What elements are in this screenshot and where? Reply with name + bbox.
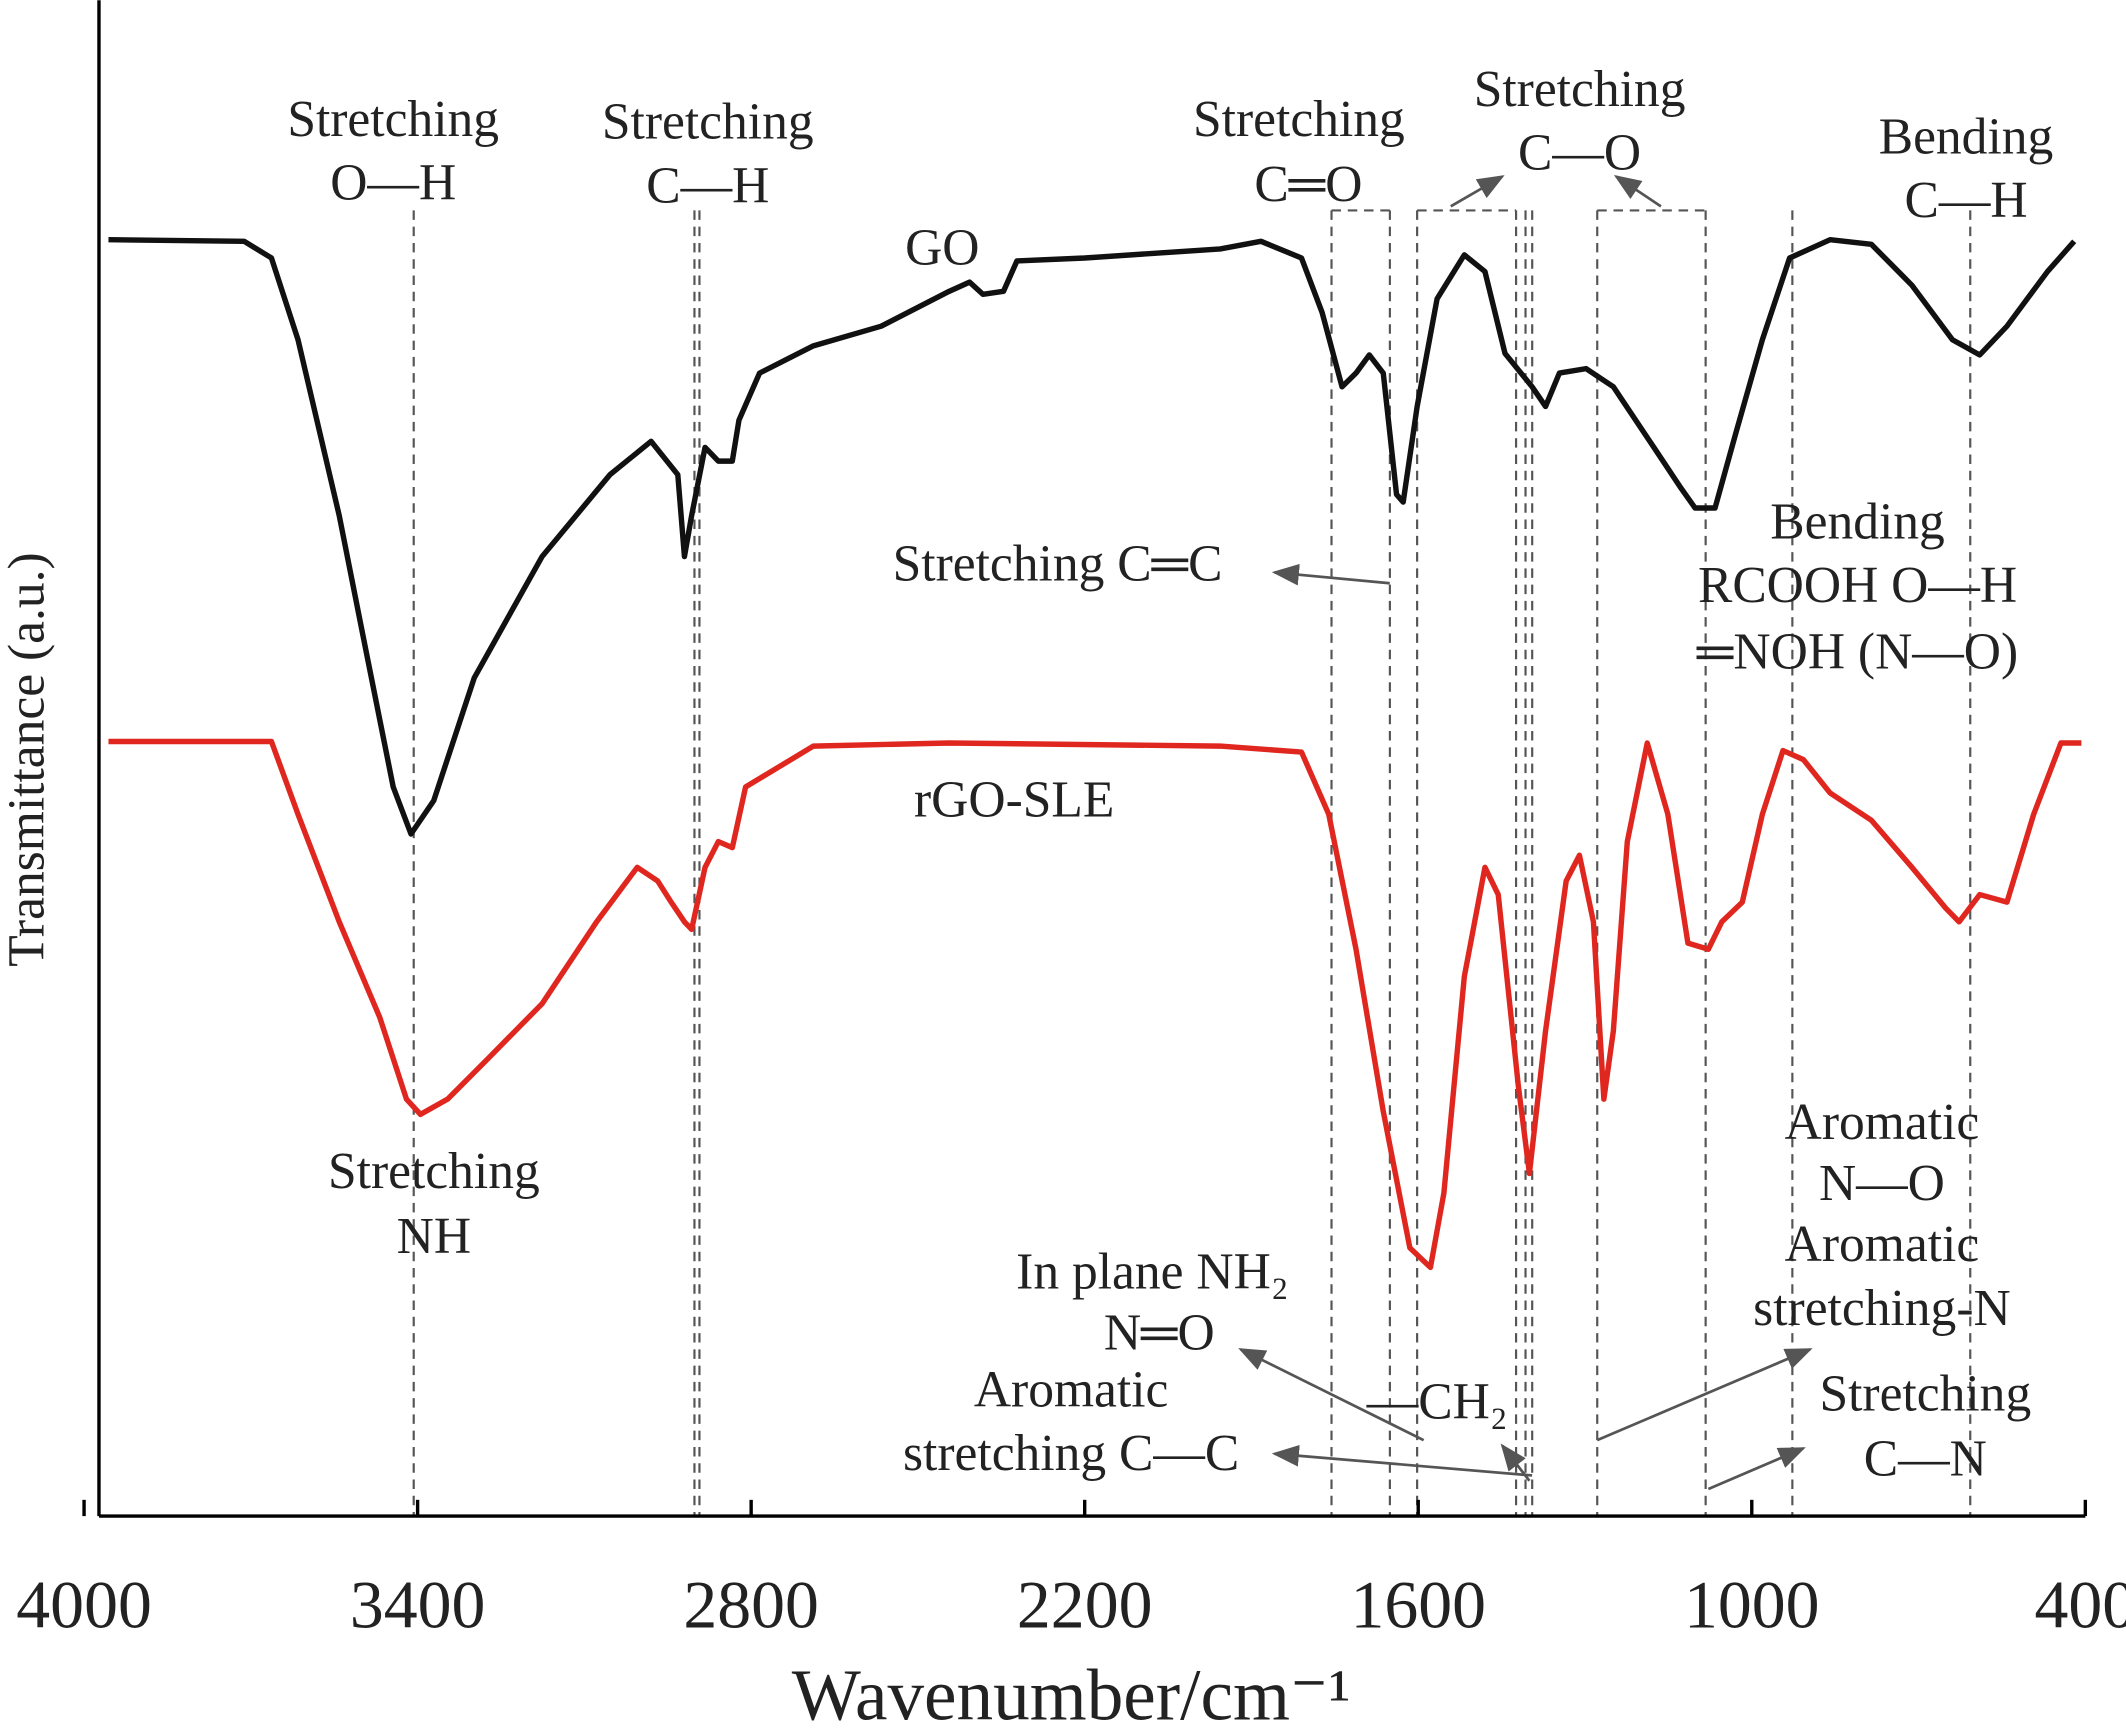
annotation: stretching-N [1753, 1280, 2011, 1337]
annotation: C—H [1904, 172, 2027, 229]
annotation: Stretching [287, 91, 499, 148]
annotation: Stretching C═C [893, 536, 1223, 593]
annotation: stretching C—C [903, 1425, 1239, 1482]
arrow [1450, 175, 1505, 208]
x-tick-label: 1600 [1350, 1567, 1486, 1642]
annotation: NH [397, 1208, 471, 1265]
annotation: RCOOH O—H [1698, 557, 2017, 614]
series-label: GO [905, 220, 979, 277]
y-axis-label: Transmittance (a.u.) [0, 552, 55, 966]
x-tick-label: 400 [2034, 1567, 2126, 1642]
arrow [1271, 1444, 1533, 1477]
x-tick-label: 1000 [1684, 1567, 1820, 1642]
annotation: Stretching [602, 94, 814, 151]
arrow [1707, 1447, 1806, 1491]
x-tick-label: 3400 [350, 1567, 486, 1642]
annotation: Aromatic [1785, 1094, 1980, 1151]
annotation: ═NOH (N—O) [1696, 624, 2018, 681]
annotation: Stretching [1193, 91, 1405, 148]
annotation: Stretching [328, 1143, 540, 1200]
x-tick-label: 2200 [1017, 1567, 1153, 1642]
annotation: Stretching [1819, 1365, 2031, 1422]
x-axis-label: Wavenumber/cm⁻¹ [792, 1654, 1351, 1735]
series-label: rGO-SLE [914, 771, 1114, 828]
annotation: C═O [1254, 156, 1362, 213]
annotation: Bending [1770, 494, 1945, 551]
x-tick-label: 2800 [683, 1567, 819, 1642]
annotation: C—N [1864, 1430, 1987, 1487]
annotation: Bending [1879, 108, 2054, 165]
arrow [1238, 1348, 1425, 1442]
annotation: O—H [330, 155, 456, 212]
arrow [1271, 563, 1390, 586]
annotation: C—H [646, 157, 769, 214]
x-tick-label: 4000 [16, 1567, 152, 1642]
annotation: In plane NH₂ [1016, 1243, 1289, 1300]
arrow [1613, 175, 1662, 208]
annotation: C—O [1518, 125, 1641, 182]
annotation: Aromatic [1785, 1216, 1980, 1273]
arrow [1500, 1443, 1531, 1482]
arrow [1596, 1348, 1813, 1442]
annotation: —CH₂ [1366, 1373, 1508, 1430]
annotation: Stretching [1474, 61, 1686, 118]
annotation: N—O [1819, 1155, 1945, 1212]
annotation: Aromatic [974, 1361, 1169, 1418]
annotation: N═O [1104, 1304, 1215, 1361]
spectrum-line [108, 738, 2082, 1271]
spectrum-line [108, 236, 2077, 837]
